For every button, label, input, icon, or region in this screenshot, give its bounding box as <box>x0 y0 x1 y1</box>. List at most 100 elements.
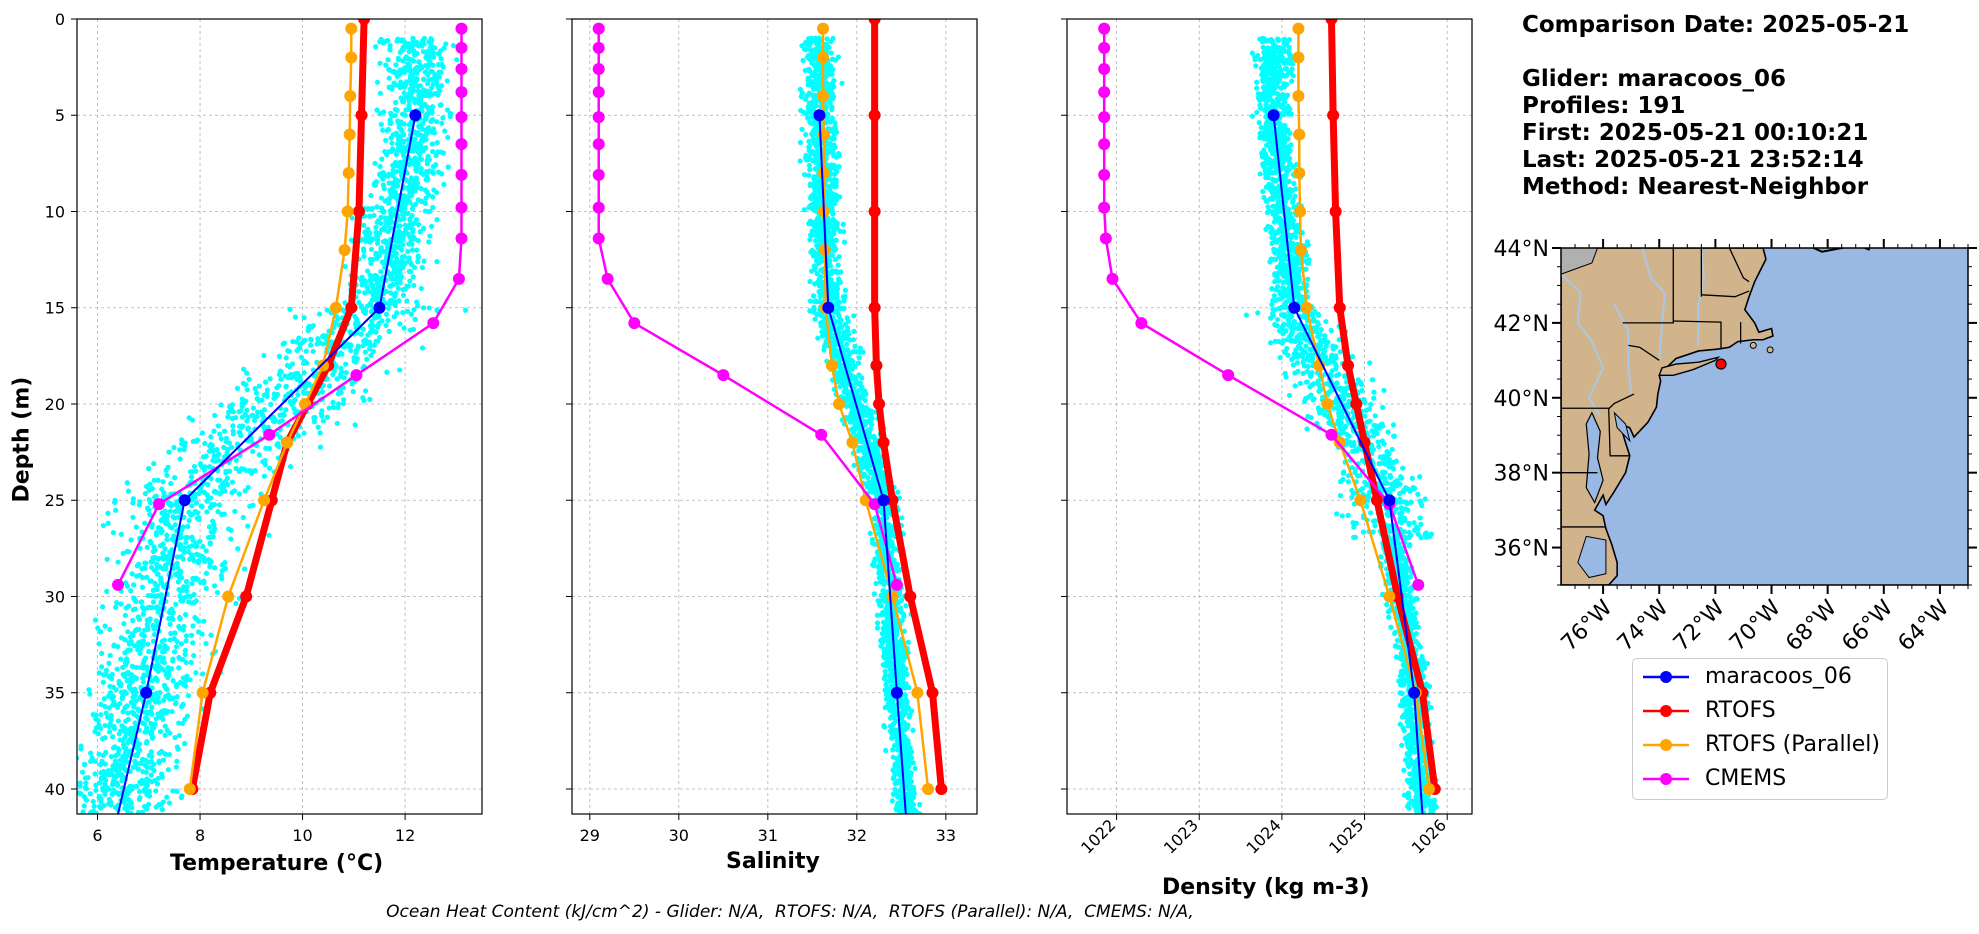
scatter-point <box>445 134 451 141</box>
scatter-point <box>150 555 156 561</box>
scatter-point <box>372 291 378 297</box>
scatter-point <box>99 758 105 764</box>
scatter-point <box>814 298 820 305</box>
scatter-point <box>135 647 141 653</box>
scatter-point <box>903 744 909 750</box>
scatter-point <box>431 54 437 60</box>
scatter-point <box>373 273 380 279</box>
scatter-point <box>435 61 442 68</box>
scatter-point <box>378 246 384 252</box>
scatter-point <box>193 670 199 676</box>
scatter-point <box>150 599 157 605</box>
scatter-point <box>317 444 324 450</box>
scatter-point <box>333 363 339 369</box>
scatter-point <box>203 548 209 554</box>
scatter-point <box>374 204 380 210</box>
scatter-point <box>105 693 112 699</box>
data-point-cmems <box>455 232 468 245</box>
scatter-point <box>189 503 195 509</box>
scatter-point <box>82 775 89 781</box>
scatter-point <box>198 579 204 585</box>
scatter-point <box>400 58 406 64</box>
scatter-point <box>146 699 152 705</box>
scatter-point <box>128 801 134 807</box>
scatter-point <box>253 390 260 396</box>
scatter-point <box>434 217 440 223</box>
scatter-point <box>907 750 913 756</box>
scatter-point <box>68 737 73 742</box>
scatter-point <box>236 491 242 497</box>
scatter-point <box>836 326 842 332</box>
data-point-rtofs <box>352 205 365 218</box>
scatter-point <box>131 595 137 601</box>
scatter-point <box>407 216 413 222</box>
data-point-glider <box>409 109 422 122</box>
scatter-point <box>179 720 186 727</box>
scatter-point <box>102 722 108 729</box>
scatter-point <box>356 299 362 306</box>
scatter-point <box>126 683 133 689</box>
scatter-point <box>170 610 176 616</box>
scatter-point <box>164 727 170 734</box>
scatter-point <box>377 277 383 283</box>
scatter-point <box>217 477 223 483</box>
scatter-point <box>211 528 217 534</box>
scatter-point <box>203 641 209 647</box>
scatter-point <box>183 633 190 639</box>
scatter-point <box>115 559 121 565</box>
scatter-point <box>413 130 419 136</box>
scatter-point <box>172 522 178 528</box>
scatter-point <box>394 281 400 287</box>
scatter-point <box>855 360 862 366</box>
scatter-point <box>153 716 159 722</box>
scatter-point <box>131 582 137 588</box>
scatter-point <box>829 107 835 113</box>
scatter-point <box>358 331 364 337</box>
scatter-point <box>389 276 395 282</box>
scatter-point <box>429 141 435 147</box>
scatter-point <box>102 791 108 797</box>
scatter-point <box>147 578 153 584</box>
scatter-point <box>832 192 838 198</box>
scatter-point <box>394 183 401 189</box>
data-point-cmems <box>455 111 468 124</box>
scatter-point <box>399 128 405 134</box>
scatter-point <box>143 703 149 709</box>
scatter-point <box>116 678 122 685</box>
scatter-point <box>129 571 135 577</box>
scatter-point <box>148 593 154 599</box>
scatter-point <box>417 66 423 72</box>
scatter-point <box>140 661 146 667</box>
scatter-point <box>876 575 882 581</box>
scatter-point <box>154 571 160 577</box>
scatter-point <box>851 462 857 468</box>
scatter-point <box>189 534 195 540</box>
scatter-point <box>162 723 168 729</box>
scatter-point <box>807 68 813 74</box>
scatter-point <box>295 392 301 398</box>
scatter-point <box>208 632 214 638</box>
scatter-point <box>812 73 818 79</box>
scatter-point <box>171 649 178 655</box>
scatter-point <box>879 631 885 637</box>
scatter-point <box>96 751 102 757</box>
scatter-point <box>389 253 395 259</box>
scatter-point <box>111 725 118 732</box>
scatter-point <box>877 598 883 604</box>
scatter-point <box>405 248 411 255</box>
scatter-point <box>149 724 156 731</box>
scatter-point <box>240 466 246 472</box>
scatter-point <box>894 568 900 574</box>
scatter-point <box>397 259 403 266</box>
scatter-point <box>422 145 428 151</box>
scatter-point <box>159 807 165 813</box>
scatter-point <box>184 534 190 541</box>
scatter-point <box>417 229 423 235</box>
scatter-point <box>230 428 236 434</box>
data-point-rtofs_parallel <box>329 301 342 314</box>
scatter-point <box>803 132 809 138</box>
scatter-point <box>396 141 403 147</box>
scatter-point <box>202 440 208 447</box>
scatter-point <box>224 481 231 488</box>
scatter-point <box>398 70 404 76</box>
